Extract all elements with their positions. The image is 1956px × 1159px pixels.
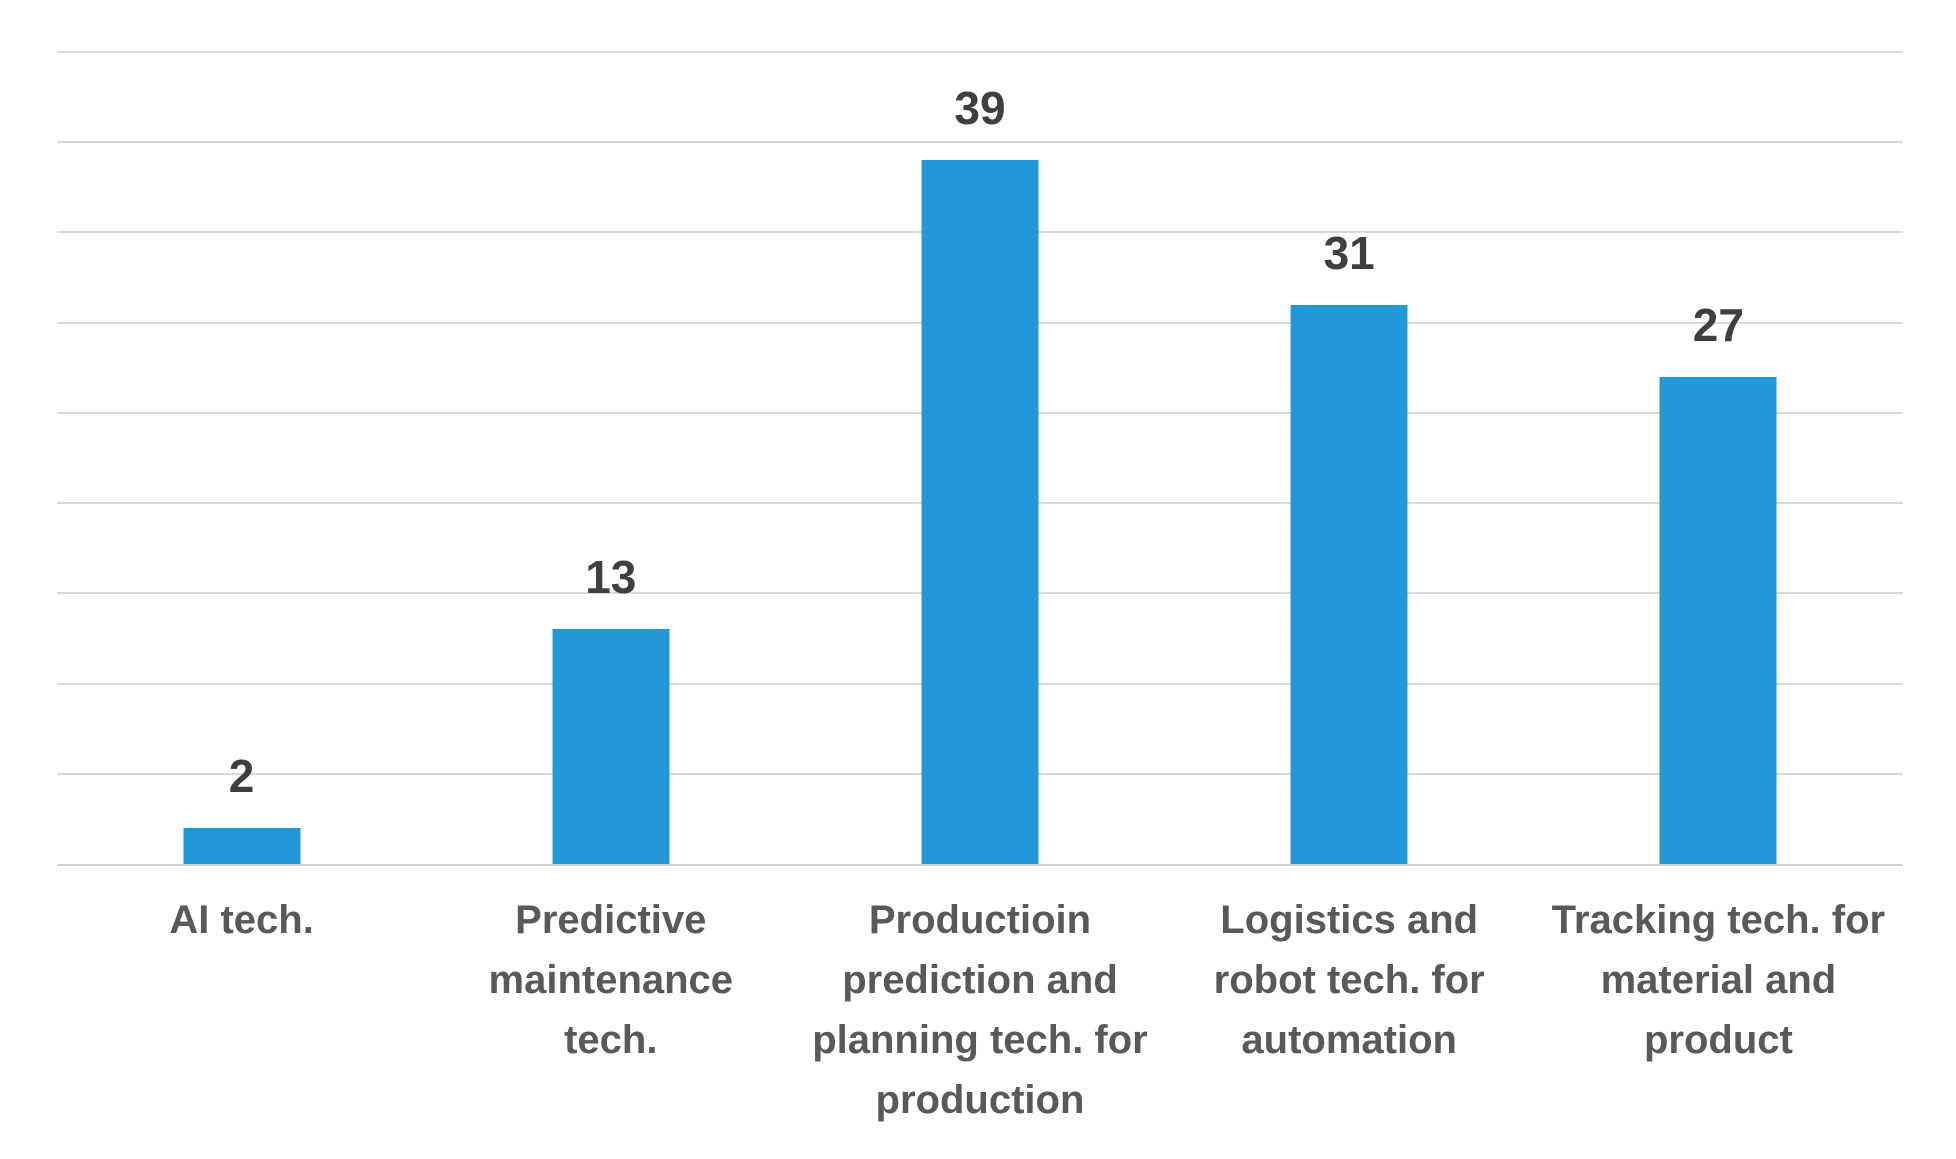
category-label: Predictive maintenance tech. xyxy=(488,898,734,1062)
bar-slot: 13 xyxy=(426,52,795,864)
bar-slot: 27 xyxy=(1534,52,1903,864)
bar-slot: 39 xyxy=(795,52,1164,864)
gridline xyxy=(57,51,1903,53)
bar-slot: 31 xyxy=(1165,52,1534,864)
bar xyxy=(183,828,301,864)
category-label: AI tech. xyxy=(169,898,314,942)
category-label: Productioin prediction and planning tech… xyxy=(812,898,1148,1122)
category-label: Tracking tech. for material and product xyxy=(1551,898,1886,1062)
plot-area: 2 13 39 31 27 xyxy=(57,51,1903,866)
x-axis-line xyxy=(57,864,1903,866)
gridline xyxy=(57,141,1903,144)
category-label: Logistics and robot tech. for automation xyxy=(1213,898,1485,1062)
category-labels-row: AI tech. Predictive maintenance tech. Prod… xyxy=(57,890,1903,1159)
bar-slot: 2 xyxy=(57,52,426,864)
bar xyxy=(1659,377,1777,864)
bar-value-label: 31 xyxy=(1323,227,1375,279)
bar-value-label: 27 xyxy=(1692,299,1744,351)
bar xyxy=(921,160,1039,864)
bar xyxy=(1290,305,1408,864)
bar-value-label: 2 xyxy=(228,750,255,802)
bar xyxy=(552,629,670,864)
bar-value-label: 13 xyxy=(585,551,637,603)
bar-value-label: 39 xyxy=(954,82,1006,134)
